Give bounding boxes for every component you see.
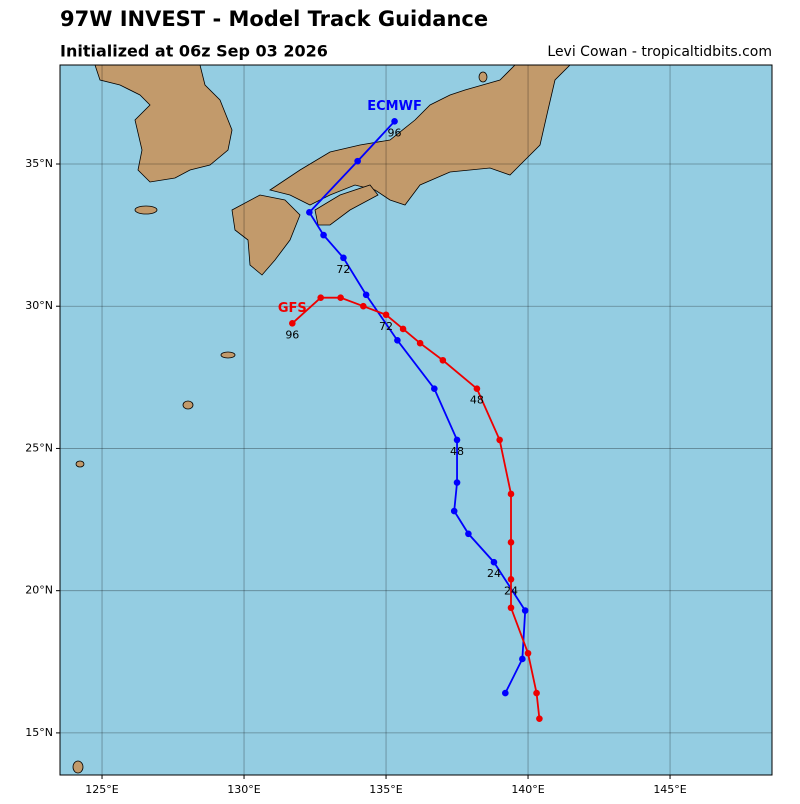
lat-tick-label: 35°N <box>25 157 53 170</box>
track-point <box>521 607 529 614</box>
track-point <box>524 649 532 657</box>
tracks: 24 48 72 96 ECMWF 24 48 72 96 GFS <box>278 99 543 722</box>
lat-tick-label: 30°N <box>25 299 53 312</box>
map-frame <box>59 64 773 776</box>
track-point <box>289 319 296 327</box>
lon-tick-label: 130°E <box>227 783 260 796</box>
track-point <box>439 356 447 364</box>
model-label: GFS <box>278 301 307 316</box>
track-point <box>362 291 370 299</box>
track-point <box>473 385 481 393</box>
title: 97W INVEST - Model Track Guidance <box>60 7 488 31</box>
lon-tick-label: 140°E <box>511 783 544 796</box>
track-point <box>391 118 398 125</box>
hour-label: 96 <box>285 328 299 341</box>
hour-label: 24 <box>504 584 518 597</box>
track-point <box>431 385 438 393</box>
track-point <box>533 689 540 697</box>
lon-tick-label: 135°E <box>369 783 402 796</box>
lat-tick-label: 25°N <box>25 441 53 454</box>
lat-tick-label: 15°N <box>25 726 53 739</box>
track-point <box>490 558 498 566</box>
track-point <box>340 254 347 262</box>
track-point <box>507 490 515 498</box>
track-line <box>308 120 527 694</box>
lat-tick-label: 20°N <box>25 584 53 597</box>
hour-label: 48 <box>470 394 484 407</box>
hour-label: 24 <box>487 567 501 580</box>
track-point <box>320 231 327 239</box>
model-label: ECMWF <box>367 99 422 114</box>
track-point <box>382 311 390 319</box>
track-point <box>507 604 515 612</box>
track-point <box>317 294 325 301</box>
lon-tick-label: 125°E <box>85 783 118 796</box>
track-point <box>450 507 458 515</box>
subtitle: Initialized at 06z Sep 03 2026 <box>60 42 328 61</box>
track-point <box>399 325 407 333</box>
track-point <box>507 539 515 546</box>
track-point <box>354 157 361 165</box>
track-point <box>306 209 313 216</box>
track-point <box>416 339 424 347</box>
lon-tick-label: 145°E <box>653 783 686 796</box>
hour-label: 72 <box>379 320 393 333</box>
hour-label: 96 <box>388 126 402 139</box>
track-point <box>502 689 509 697</box>
track-point <box>465 530 472 538</box>
track-point <box>507 575 515 583</box>
track-point <box>453 479 461 486</box>
track-point <box>496 436 503 444</box>
track-point <box>453 436 461 444</box>
track-point <box>536 715 543 722</box>
credit: Levi Cowan - tropicaltidbits.com <box>547 44 772 60</box>
track-point <box>337 294 344 301</box>
hour-label: 48 <box>450 445 464 458</box>
land <box>72 65 571 774</box>
track-point <box>394 337 401 344</box>
track-point <box>360 302 367 310</box>
hour-label: 72 <box>336 263 350 276</box>
track-point <box>519 655 526 663</box>
